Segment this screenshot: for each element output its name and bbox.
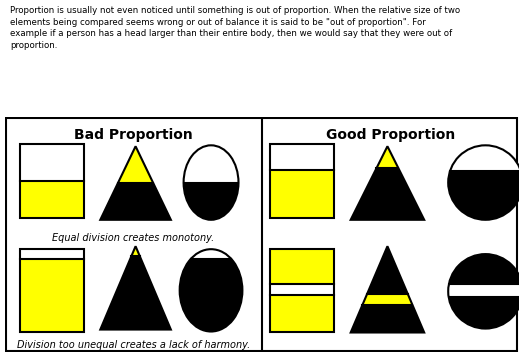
Polygon shape <box>100 256 171 330</box>
Bar <box>270 249 334 333</box>
Polygon shape <box>100 183 171 220</box>
Bar <box>270 170 334 218</box>
Polygon shape <box>448 171 522 220</box>
Polygon shape <box>118 146 153 183</box>
Bar <box>20 259 84 333</box>
Bar <box>270 249 334 333</box>
Ellipse shape <box>448 145 522 220</box>
Ellipse shape <box>448 254 522 329</box>
Bar <box>270 144 334 218</box>
Bar <box>20 249 84 259</box>
Text: Bad Proportion: Bad Proportion <box>74 127 193 141</box>
Text: Division too unequal creates a lack of harmony.: Division too unequal creates a lack of h… <box>17 340 250 350</box>
Polygon shape <box>183 183 238 220</box>
Polygon shape <box>180 259 243 332</box>
Polygon shape <box>132 246 140 256</box>
Text: Proportion is usually not even noticed until something is out of proportion. Whe: Proportion is usually not even noticed u… <box>10 6 461 50</box>
Bar <box>20 249 84 333</box>
Text: Good Proportion: Good Proportion <box>326 127 455 141</box>
Bar <box>270 284 334 295</box>
Polygon shape <box>351 168 424 220</box>
Polygon shape <box>351 246 424 333</box>
Bar <box>20 181 84 218</box>
Polygon shape <box>376 146 398 168</box>
Bar <box>20 144 84 218</box>
Bar <box>20 144 84 181</box>
Polygon shape <box>448 284 522 296</box>
Text: Equal division creates monotony.: Equal division creates monotony. <box>52 233 215 242</box>
Ellipse shape <box>180 249 243 332</box>
Ellipse shape <box>183 145 238 220</box>
Bar <box>270 144 334 170</box>
Polygon shape <box>363 294 412 305</box>
